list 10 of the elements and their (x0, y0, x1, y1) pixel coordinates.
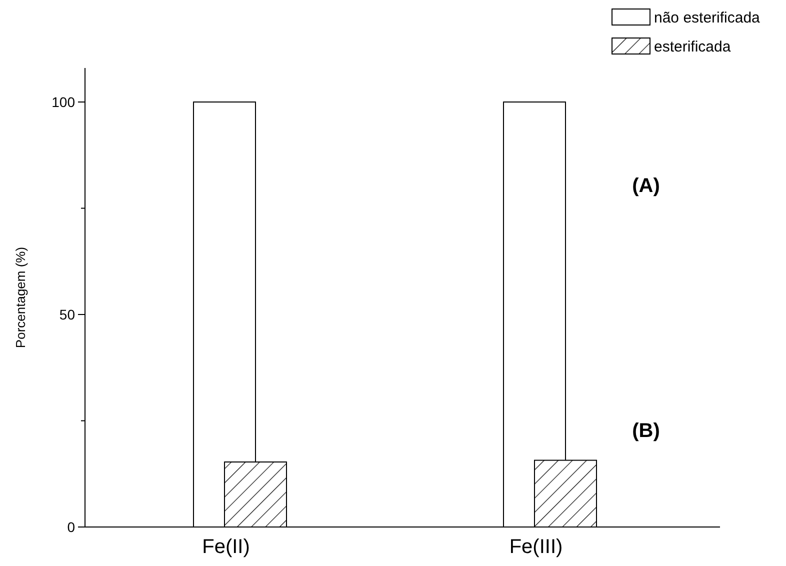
annotation: (A) (632, 175, 660, 197)
x-tick-label: Fe(III) (509, 536, 563, 558)
y-tick-label: 50 (59, 306, 76, 322)
y-axis-title: Porcentagem (%) (13, 246, 28, 348)
annotation: (B) (632, 420, 660, 442)
legend-label: esterificada (654, 38, 732, 56)
legend-label: não esterificada (654, 9, 761, 26)
x-tick-label: Fe(II) (202, 536, 250, 558)
y-tick-label: 0 (67, 518, 76, 535)
y-tick-label: 100 (52, 94, 76, 110)
